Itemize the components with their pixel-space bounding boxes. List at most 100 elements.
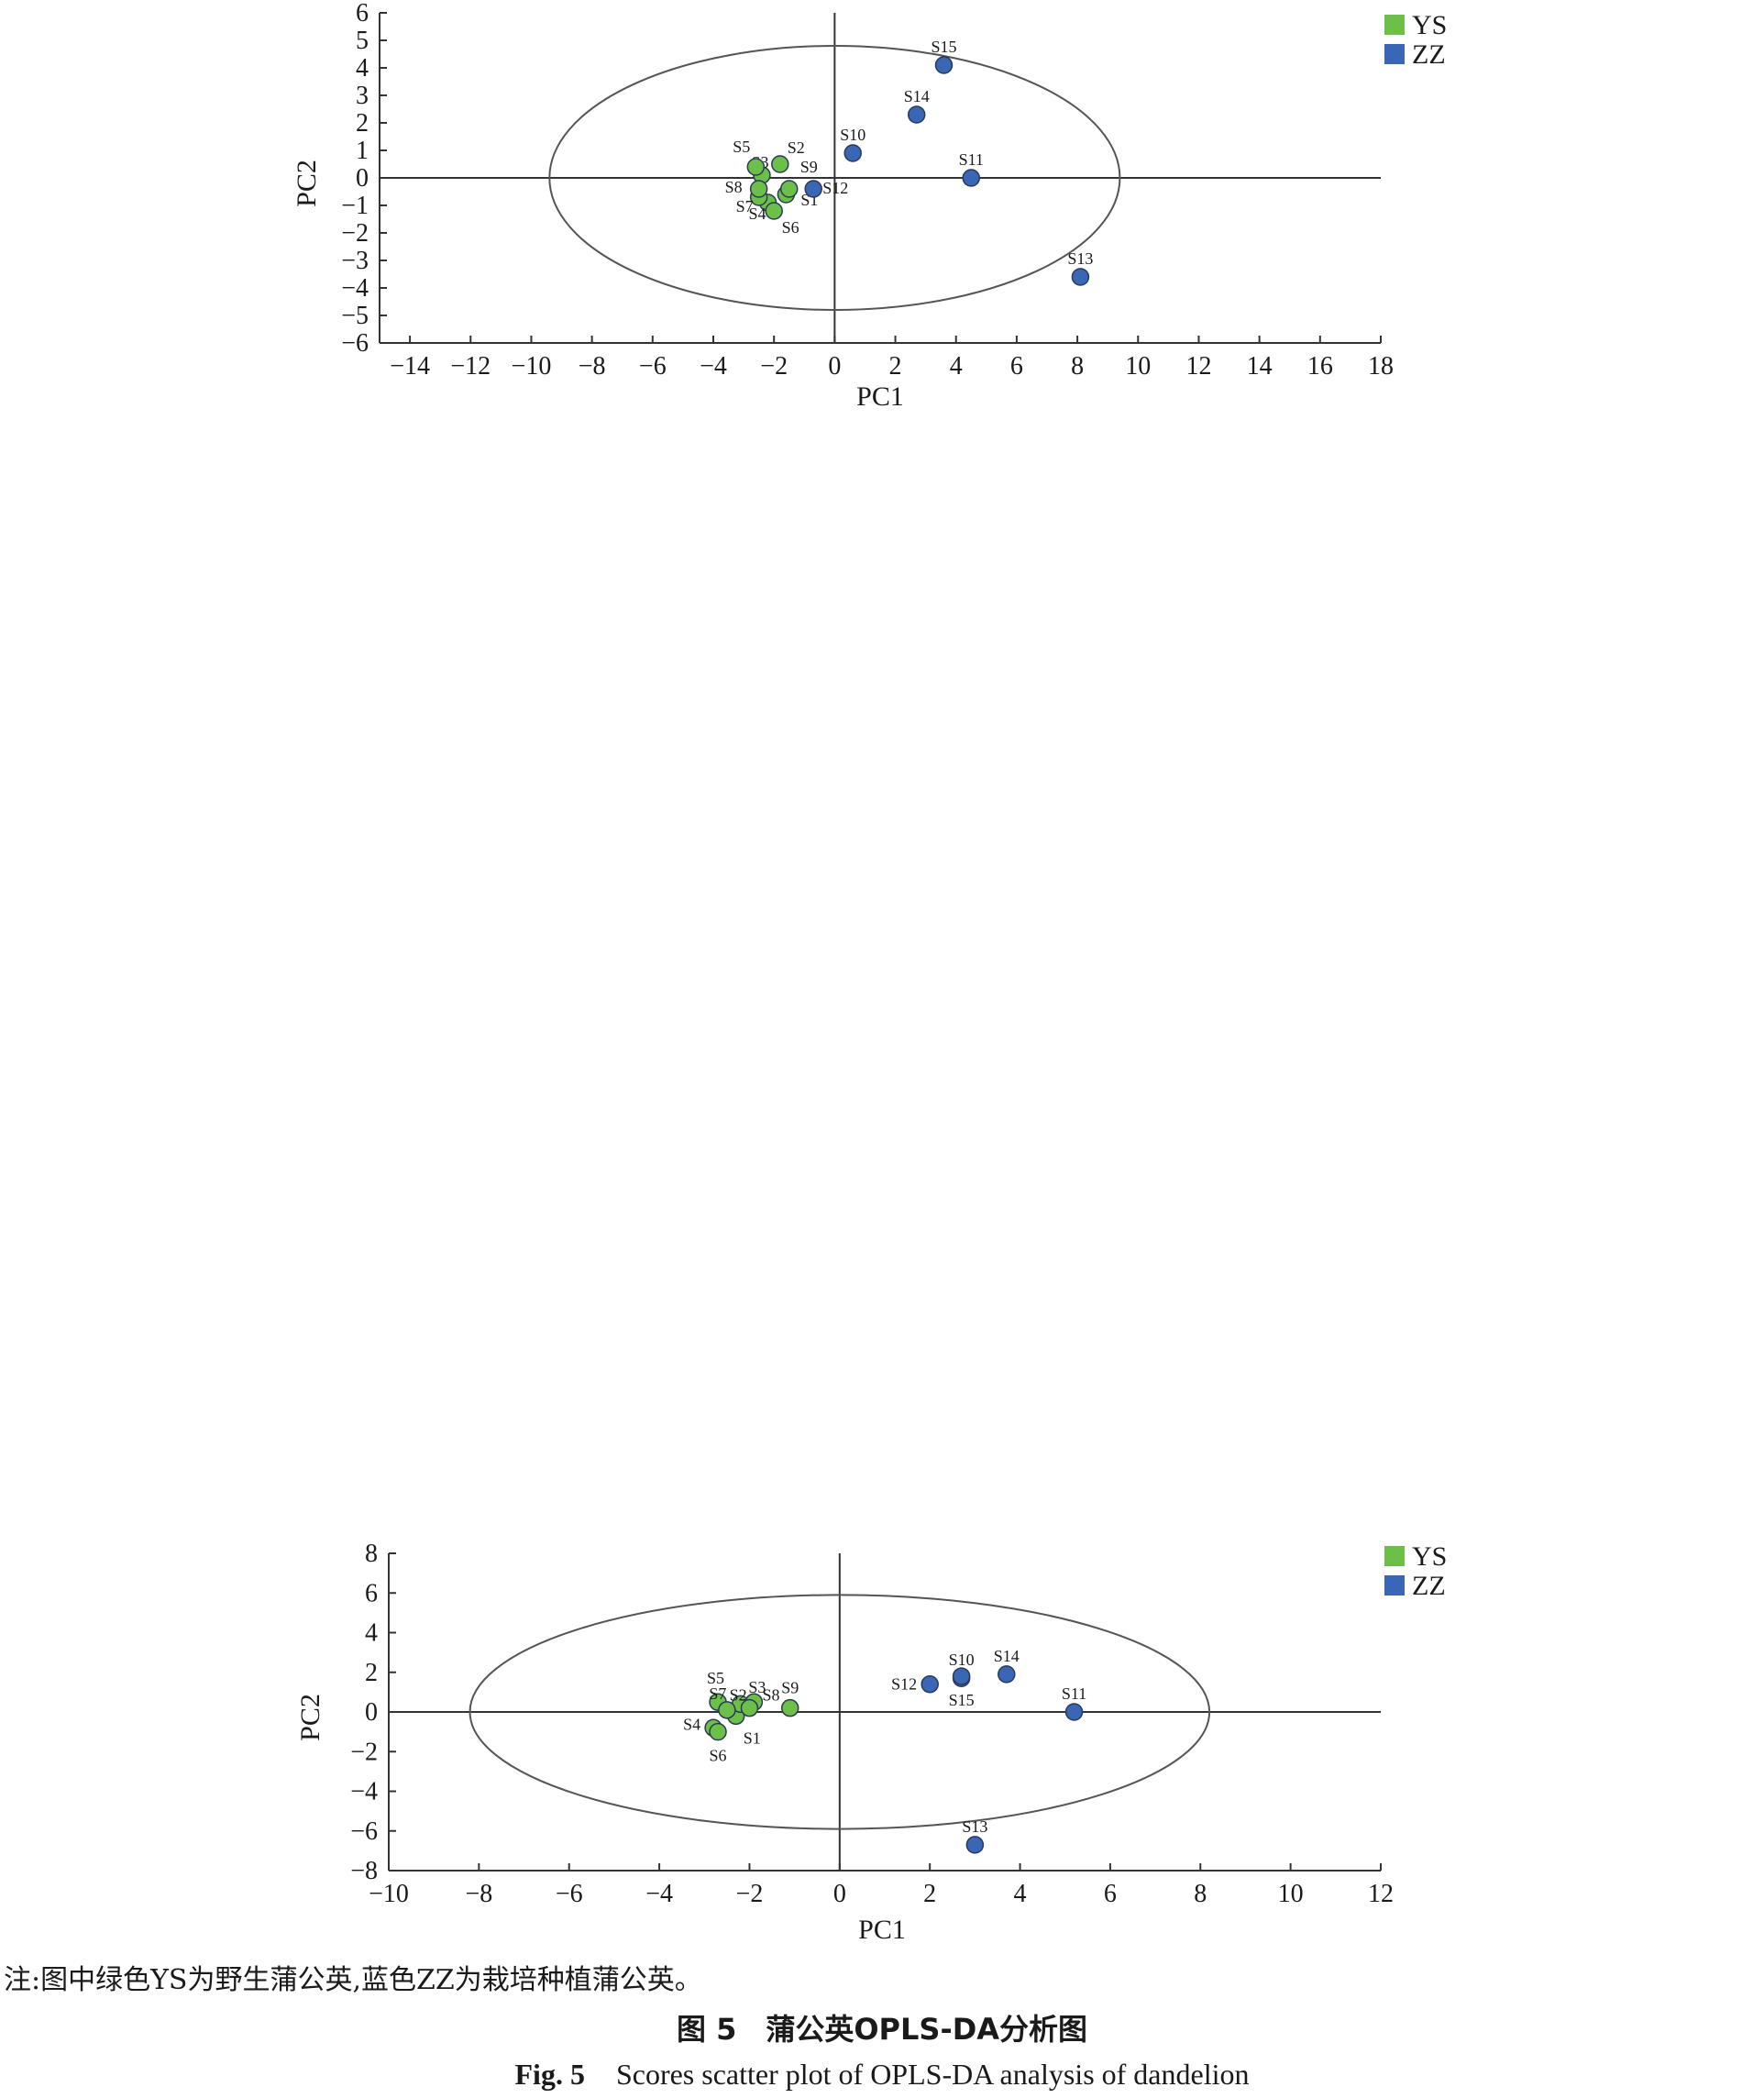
x-tick-label: −14 (390, 352, 430, 381)
legend-label-YS: YS (1412, 10, 1447, 40)
x-tick-label: 18 (1368, 352, 1394, 381)
y-tick-label: −2 (341, 219, 369, 248)
x-tick-label: 12 (1185, 352, 1211, 381)
y-tick-label: −1 (341, 192, 369, 220)
x-tick-label: −8 (579, 352, 606, 381)
legend-swatch-ZZ (1384, 44, 1405, 64)
point-label-S1: S1 (744, 1728, 761, 1747)
data-point-YS-S9 (780, 1698, 799, 1717)
x-tick-label: 14 (1247, 352, 1273, 381)
point-label-S2: S2 (730, 1685, 747, 1704)
x-tick-label: 4 (1014, 1880, 1027, 1908)
legend-swatch-YS (1384, 1546, 1405, 1566)
y-axis-label: PC2 (292, 160, 322, 207)
data-point-YS-S7 (718, 1701, 736, 1719)
data-point-YS-S9 (779, 180, 799, 198)
point-label-S2: S2 (788, 138, 805, 157)
point-label-S5: S5 (707, 1669, 724, 1687)
data-point-ZZ-S13 (965, 1836, 985, 1854)
x-tick-label: −4 (645, 1880, 673, 1908)
x-tick-label: 6 (1104, 1880, 1117, 1908)
confidence-ellipse (469, 1594, 1211, 1830)
data-point-ZZ-S13 (1071, 268, 1090, 286)
data-point-YS-S8 (740, 1698, 759, 1717)
y-tick-label: 1 (356, 137, 369, 165)
x-tick-label: −12 (450, 352, 491, 381)
data-point-YS-S6 (765, 202, 783, 220)
point-label-S10: S10 (840, 126, 865, 144)
y-axis-label: PC2 (295, 1694, 325, 1741)
y-tick-label: 8 (365, 1540, 378, 1568)
data-point-ZZ-S10 (843, 144, 862, 162)
y-tick-label: 3 (356, 82, 369, 110)
x-axis-label: PC1 (856, 381, 904, 412)
scatter-chart-top: −14 −12 −10 −8 −6 −4 −2 0 2 4 6 8 10 12 14 16 18−6−5−4−3… (292, 0, 1447, 412)
point-label-S4: S4 (749, 204, 766, 223)
point-label-S11: S11 (959, 150, 984, 169)
confidence-ellipse (548, 45, 1121, 311)
point-label-S6: S6 (710, 1747, 727, 1765)
x-tick-label: 10 (1125, 352, 1151, 381)
point-label-S14: S14 (994, 1647, 1020, 1665)
figure-note: 注:图中绿色YS为野生蒲公英,蓝色ZZ为栽培种植蒲公英。 (4, 1964, 702, 1996)
x-tick-label: −2 (760, 352, 788, 381)
x-tick-label: 10 (1278, 1880, 1304, 1908)
x-tick-label: 0 (828, 352, 841, 381)
y-tick-label: 0 (356, 164, 369, 193)
y-tick-label: 6 (365, 1579, 378, 1607)
x-tick-label: −4 (700, 352, 727, 381)
y-tick-label: −3 (341, 247, 369, 275)
figure-caption-en: Fig. 5 Scores scatter plot of OPLS-DA ana… (0, 2058, 1764, 2092)
x-tick-label: 2 (889, 352, 902, 381)
y-tick-label: −4 (341, 274, 369, 303)
point-label-S15: S15 (931, 38, 956, 56)
data-point-YS-S5 (746, 158, 766, 176)
x-tick-label: 2 (923, 1880, 936, 1908)
data-point-ZZ-S15 (952, 1667, 971, 1685)
figure-caption-cn: 图 5 蒲公英OPLS-DA分析图 (676, 2012, 1088, 2047)
y-tick-label: 4 (365, 1619, 378, 1648)
point-label-S7: S7 (736, 197, 754, 215)
point-label-S4: S4 (683, 1715, 700, 1733)
point-label-S9: S9 (781, 1679, 799, 1697)
point-label-S9: S9 (800, 158, 818, 176)
y-tick-label: 2 (356, 109, 369, 138)
x-tick-label: −10 (369, 1880, 409, 1908)
x-axis-label: PC1 (858, 1915, 906, 1945)
y-tick-label: 0 (365, 1698, 378, 1727)
y-tick-label: −5 (341, 302, 369, 330)
data-point-ZZ-S12 (804, 180, 822, 198)
point-label-S12: S12 (822, 179, 848, 197)
data-point-YS-S6 (709, 1722, 727, 1741)
y-tick-label: 5 (356, 27, 369, 55)
figure-caption-en-label: Fig. 5 (514, 2058, 585, 2091)
x-tick-label: 4 (950, 352, 963, 381)
data-point-ZZ-S12 (921, 1674, 939, 1694)
y-tick-label: −6 (341, 329, 369, 358)
x-tick-label: 12 (1368, 1880, 1394, 1908)
legend-label-YS: YS (1412, 1541, 1447, 1572)
point-label-S3: S3 (748, 1678, 766, 1696)
y-tick-label: −4 (350, 1778, 378, 1806)
legend-swatch-ZZ (1384, 1575, 1405, 1596)
data-point-YS-S2 (771, 155, 789, 173)
x-tick-label: 6 (1010, 352, 1023, 381)
y-tick-label: −2 (350, 1738, 378, 1766)
figure-caption-en-text: Scores scatter plot of OPLS-DA analysis … (615, 2058, 1250, 2091)
x-tick-label: −2 (736, 1880, 764, 1908)
data-point-ZZ-S15 (934, 56, 954, 74)
x-tick-label: −8 (465, 1880, 492, 1908)
point-label-S8: S8 (725, 178, 743, 196)
point-label-S11: S11 (1062, 1684, 1086, 1703)
point-label-S10: S10 (949, 1651, 975, 1669)
point-label-S12: S12 (891, 1675, 917, 1694)
x-tick-label: −6 (639, 352, 667, 381)
point-label-S7: S7 (709, 1684, 726, 1703)
data-point-ZZ-S14 (998, 1665, 1016, 1684)
data-point-YS-S8 (749, 180, 768, 198)
point-label-S13: S13 (1067, 249, 1093, 268)
point-label-S15: S15 (949, 1691, 975, 1709)
y-tick-label: −8 (350, 1857, 378, 1885)
x-tick-label: 16 (1307, 352, 1333, 381)
